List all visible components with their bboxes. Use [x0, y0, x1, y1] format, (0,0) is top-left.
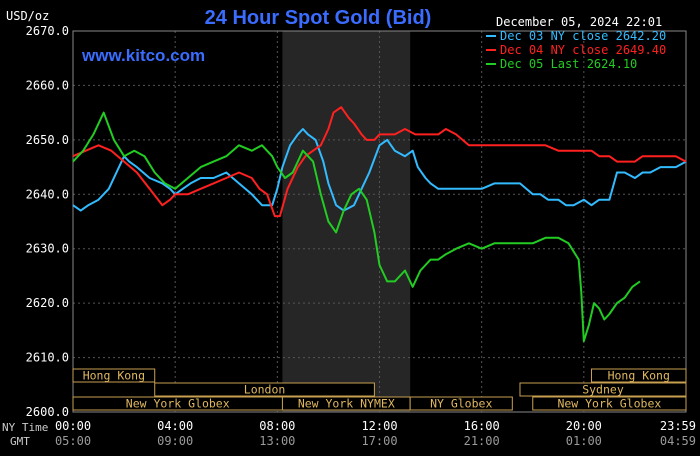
legend-entry: Dec 05 Last 2624.10	[500, 57, 637, 71]
y-axis: 2670.0 2660.0 2650.0 2640.0 2630.0 2620.0 2610…	[26, 24, 69, 419]
y-tick-label: 2610.0	[26, 351, 69, 365]
x-tick-label-ny: 08:00	[259, 419, 295, 433]
kitco-watermark: www.kitco.com	[81, 46, 205, 65]
nymex-session-highlight	[282, 31, 411, 412]
session-box	[590, 368, 687, 383]
x-tick-label-ny: 04:00	[157, 419, 193, 433]
x-tick-label-gmt: 04:59	[660, 434, 696, 448]
session-label: Hong Kong	[83, 369, 145, 383]
session-label: NY Globex	[430, 397, 492, 411]
session-label: Hong Kong	[608, 369, 670, 383]
x-tick-label-ny: 12:00	[361, 419, 397, 433]
x-tick-label-gmt: 09:00	[157, 434, 193, 448]
x-tick-label-ny: 20:00	[566, 419, 602, 433]
session-label: London	[244, 383, 286, 397]
y-tick-label: 2670.0	[26, 24, 69, 38]
legend-entry: Dec 04 NY close 2649.40	[500, 43, 666, 57]
session-box	[154, 382, 375, 397]
chart-title: 24 Hour Spot Gold (Bid)	[205, 7, 432, 29]
session-box	[409, 396, 513, 411]
x-tick-label-gmt: 17:00	[361, 434, 397, 448]
session-label: New York Globex	[126, 397, 230, 411]
y-tick-label: 2640.0	[26, 187, 69, 201]
y-tick-label: 2650.0	[26, 133, 69, 147]
session-label: Sydney	[582, 383, 624, 397]
plot-frame	[72, 30, 687, 413]
y-tick-label: 2620.0	[26, 296, 69, 310]
series-line-3	[72, 111, 641, 343]
session-label: New York NYMEX	[298, 397, 395, 411]
legend-entry: Dec 03 NY close 2642.20	[500, 29, 666, 43]
x-tick-label-gmt: 13:00	[259, 434, 295, 448]
y-tick-label: 2660.0	[26, 78, 69, 92]
y-tick-label: 2630.0	[26, 242, 69, 256]
chart-timestamp: December 05, 2024 22:01	[496, 15, 662, 29]
y-axis-unit-label: USD/oz	[6, 9, 49, 23]
x-tick-label-ny: 23:59	[660, 419, 696, 433]
x-tick-label-ny: 00:00	[55, 419, 91, 433]
y-tick-label: 2600.0	[26, 405, 69, 419]
x-tick-label-gmt: 01:00	[566, 434, 602, 448]
series-line-2	[72, 106, 687, 218]
session-box	[72, 368, 156, 383]
x-axis-ny-label: NY Time	[2, 421, 48, 434]
session-box	[532, 396, 687, 411]
session-box	[519, 382, 687, 397]
price-series	[72, 106, 687, 343]
x-tick-label-ny: 16:00	[464, 419, 500, 433]
x-axis-gmt-label: GMT	[10, 435, 30, 448]
x-tick-label-gmt: 21:00	[464, 434, 500, 448]
series-line-1	[72, 128, 687, 212]
x-tick-label-gmt: 05:00	[55, 434, 91, 448]
session-label: New York Globex	[557, 397, 661, 411]
